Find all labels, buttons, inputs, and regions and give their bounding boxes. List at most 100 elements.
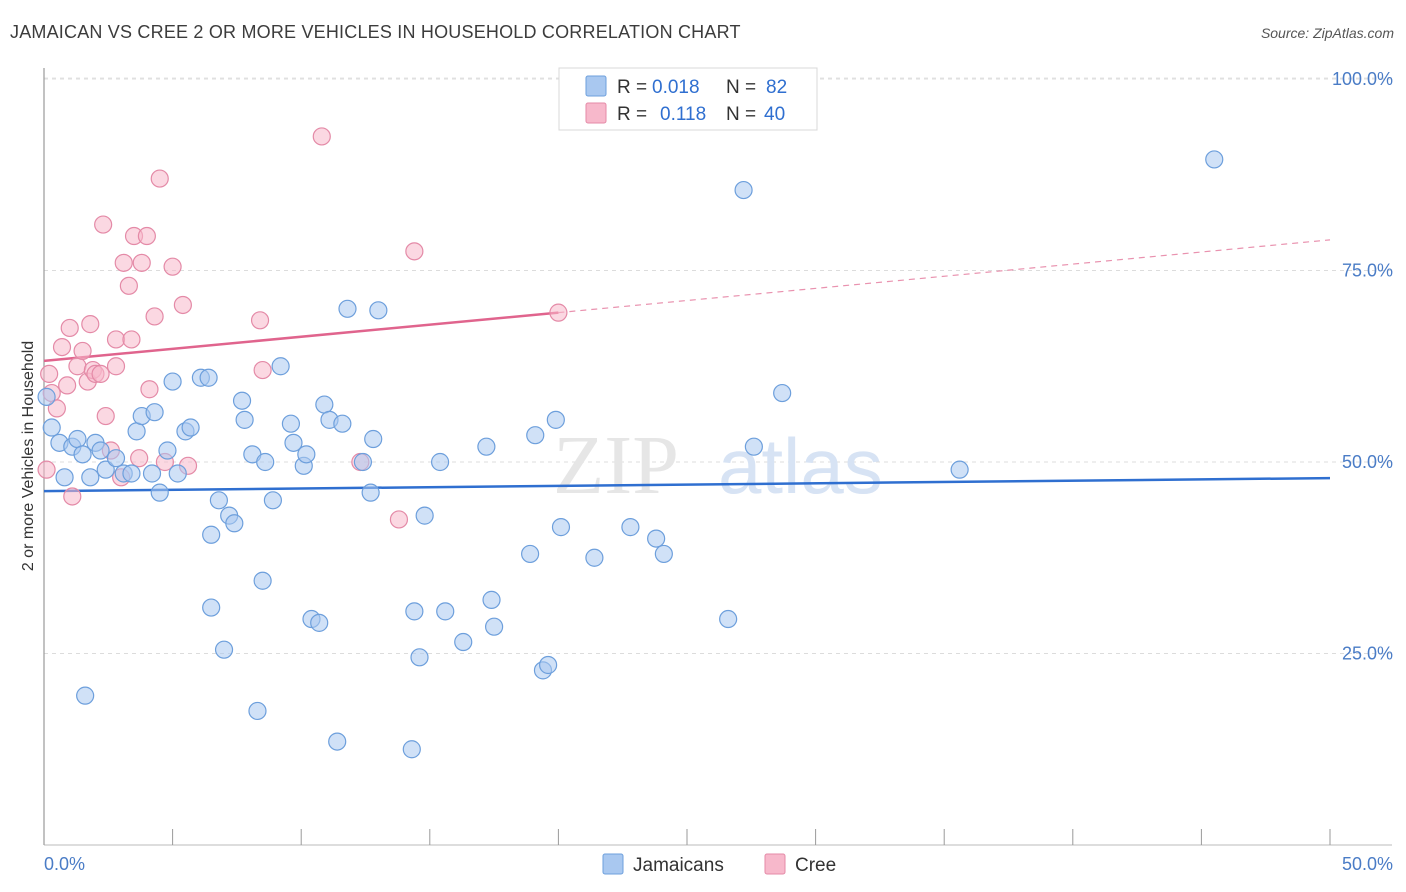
jamaican-point — [402, 740, 421, 759]
bottom-legend-label-jamaicans: Jamaicans — [633, 855, 724, 876]
cree-point — [132, 253, 151, 272]
bottom-legend-swatch-cree — [764, 853, 786, 875]
cree-point — [145, 307, 164, 326]
trend-line-cree-extension — [558, 239, 1331, 314]
cree-point — [130, 449, 149, 468]
chart-title: JAMAICAN VS CREE 2 OR MORE VEHICLES IN H… — [10, 22, 741, 42]
y-tick-labels: 25.0% 50.0% 75.0% 100.0% — [1332, 69, 1393, 664]
legend-n-label-2: N = — [726, 104, 756, 125]
cree-point — [119, 276, 138, 295]
jamaican-point — [163, 372, 182, 391]
jamaican-point — [310, 613, 329, 632]
x-axis-ticks — [43, 829, 1331, 845]
jamaican-point — [225, 514, 244, 533]
watermark-atlas: atlas — [718, 422, 883, 510]
jamaican-point — [271, 357, 290, 376]
cree-point — [389, 510, 409, 529]
jamaican-point — [68, 429, 87, 449]
jamaican-point — [37, 387, 56, 406]
jamaican-point — [454, 632, 473, 652]
jamaican-point — [209, 491, 228, 510]
jamaican-point — [253, 571, 272, 590]
cree-point — [106, 330, 126, 349]
jamaican-points — [37, 150, 1224, 759]
jamaican-point — [405, 602, 424, 621]
jamaican-point — [364, 429, 383, 449]
jamaican-point — [168, 464, 187, 483]
jamaican-point — [248, 701, 267, 721]
cree-point — [68, 357, 87, 376]
jamaican-point — [202, 525, 221, 544]
jamaican-point — [297, 445, 316, 464]
jamaican-point — [145, 403, 164, 422]
jamaican-point — [551, 518, 571, 537]
cree-point — [37, 460, 56, 479]
bottom-legend-swatch-jamaicans — [602, 853, 624, 875]
jamaican-point — [526, 426, 545, 445]
jamaican-point — [369, 301, 388, 320]
jamaican-point — [106, 449, 126, 468]
jamaican-point — [436, 602, 455, 621]
jamaican-point — [654, 544, 673, 564]
jamaican-point — [621, 518, 640, 537]
source-label: Source: ZipAtlas.com — [1260, 25, 1394, 41]
jamaican-point — [338, 299, 357, 318]
jamaican-point — [284, 433, 303, 452]
watermark-zip: ZIP — [553, 419, 679, 512]
jamaican-point — [235, 410, 254, 429]
legend-r-label-1: R = — [617, 77, 647, 98]
jamaican-point — [361, 483, 380, 502]
jamaican-point — [1205, 150, 1224, 169]
legend-r-value-2: 0.118 — [660, 104, 706, 125]
cree-point — [40, 364, 59, 384]
jamaican-point — [199, 368, 218, 387]
cree-point — [73, 341, 92, 361]
legend-swatch-jamaicans — [585, 75, 607, 97]
cree-point — [106, 357, 126, 376]
y-tick-label-50: 50.0% — [1342, 452, 1393, 472]
jamaican-point — [96, 460, 115, 479]
legend-n-value-1: 82 — [766, 77, 787, 98]
cree-point — [253, 360, 272, 380]
x-tick-label-right: 50.0% — [1342, 854, 1393, 874]
legend-n-value-2: 40 — [764, 104, 785, 125]
jamaican-point — [415, 506, 434, 525]
jamaican-point — [410, 648, 429, 667]
jamaican-point — [73, 445, 92, 464]
jamaican-point — [55, 468, 74, 487]
cree-point — [312, 127, 331, 146]
jamaican-point — [42, 418, 61, 437]
jamaican-point — [127, 422, 146, 441]
jamaican-point — [91, 441, 110, 460]
jamaican-point — [214, 640, 234, 659]
cree-point — [96, 406, 115, 426]
cree-point — [114, 253, 133, 272]
jamaican-point — [950, 460, 969, 479]
jamaican-point — [158, 441, 177, 460]
cree-point — [173, 295, 192, 315]
jamaican-point — [521, 544, 540, 564]
cree-point — [58, 376, 77, 395]
jamaican-point — [734, 180, 753, 200]
jamaican-point — [315, 395, 334, 414]
trend-line-jamaicans — [43, 476, 1331, 493]
jamaican-point — [122, 464, 141, 483]
legend-swatch-cree — [585, 102, 607, 124]
jamaican-point — [333, 414, 352, 433]
cree-point — [137, 226, 156, 246]
jamaican-point — [719, 609, 738, 629]
jamaican-point — [647, 529, 666, 548]
legend-r-value-1: 0.018 — [652, 77, 700, 98]
cree-point — [405, 242, 424, 261]
cree-point — [150, 169, 169, 188]
cree-point — [63, 487, 82, 506]
trend-line-cree — [43, 311, 559, 363]
cree-point — [163, 257, 182, 276]
cree-point — [250, 311, 270, 330]
cree-point — [52, 338, 72, 357]
jamaican-point — [546, 410, 565, 429]
jamaican-point — [477, 437, 496, 456]
jamaican-point — [485, 617, 504, 636]
jamaican-point — [142, 464, 162, 483]
